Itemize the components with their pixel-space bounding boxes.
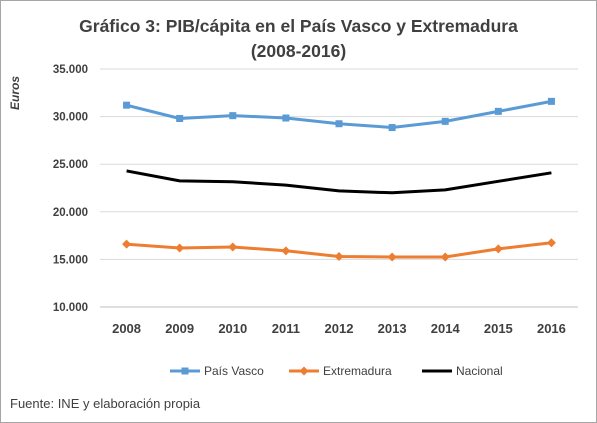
data-point	[229, 112, 237, 120]
chart-title-line-2: (2008-2016)	[250, 41, 347, 61]
data-point	[441, 117, 449, 125]
y-tick-label: 25.000	[53, 159, 88, 171]
x-tick-label: 2013	[378, 321, 407, 336]
data-point	[282, 114, 290, 122]
x-tick-label: 2016	[537, 321, 566, 336]
data-point	[281, 246, 291, 256]
legend-marker	[299, 366, 309, 376]
x-tick-label: 2012	[325, 321, 354, 336]
legend-entry: País Vasco	[204, 364, 264, 378]
data-point	[176, 115, 184, 123]
series-line-2	[126, 169, 552, 195]
data-point	[387, 252, 397, 262]
legend-entry: Nacional	[456, 364, 503, 378]
y-tick-label: 35.000	[53, 64, 88, 76]
y-tick-label: 20.000	[53, 207, 88, 219]
data-point	[334, 252, 344, 262]
x-tick-label: 2010	[218, 321, 247, 336]
data-point	[388, 124, 396, 132]
x-tick-label: 2008	[112, 321, 141, 336]
data-point	[175, 243, 185, 253]
y-tick-label: 15.000	[53, 254, 88, 266]
source-footer: Fuente: INE y elaboración propia	[10, 396, 201, 411]
data-point	[123, 101, 131, 109]
legend-entry: Extremadura	[323, 364, 392, 378]
data-point	[547, 97, 555, 105]
chart-title: Gráfico 3: PIB/cápita en el País Vasco y…	[0, 14, 597, 64]
x-tick-label: 2009	[165, 321, 194, 336]
data-point	[122, 239, 132, 249]
y-tick-label: 10.000	[53, 302, 88, 314]
chart-title-line-1: Gráfico 3: PIB/cápita en el País Vasco y…	[79, 16, 518, 36]
x-tick-label: 2011	[272, 321, 300, 336]
data-point	[494, 107, 502, 115]
x-tick-label: 2014	[431, 321, 461, 336]
data-point	[335, 120, 343, 128]
data-point	[228, 242, 238, 252]
y-tick-label: 30.000	[53, 112, 88, 124]
data-point	[493, 244, 503, 254]
x-tick-label: 2015	[484, 321, 513, 336]
legend-marker	[181, 367, 189, 375]
data-point	[546, 238, 556, 248]
data-point	[440, 252, 450, 262]
